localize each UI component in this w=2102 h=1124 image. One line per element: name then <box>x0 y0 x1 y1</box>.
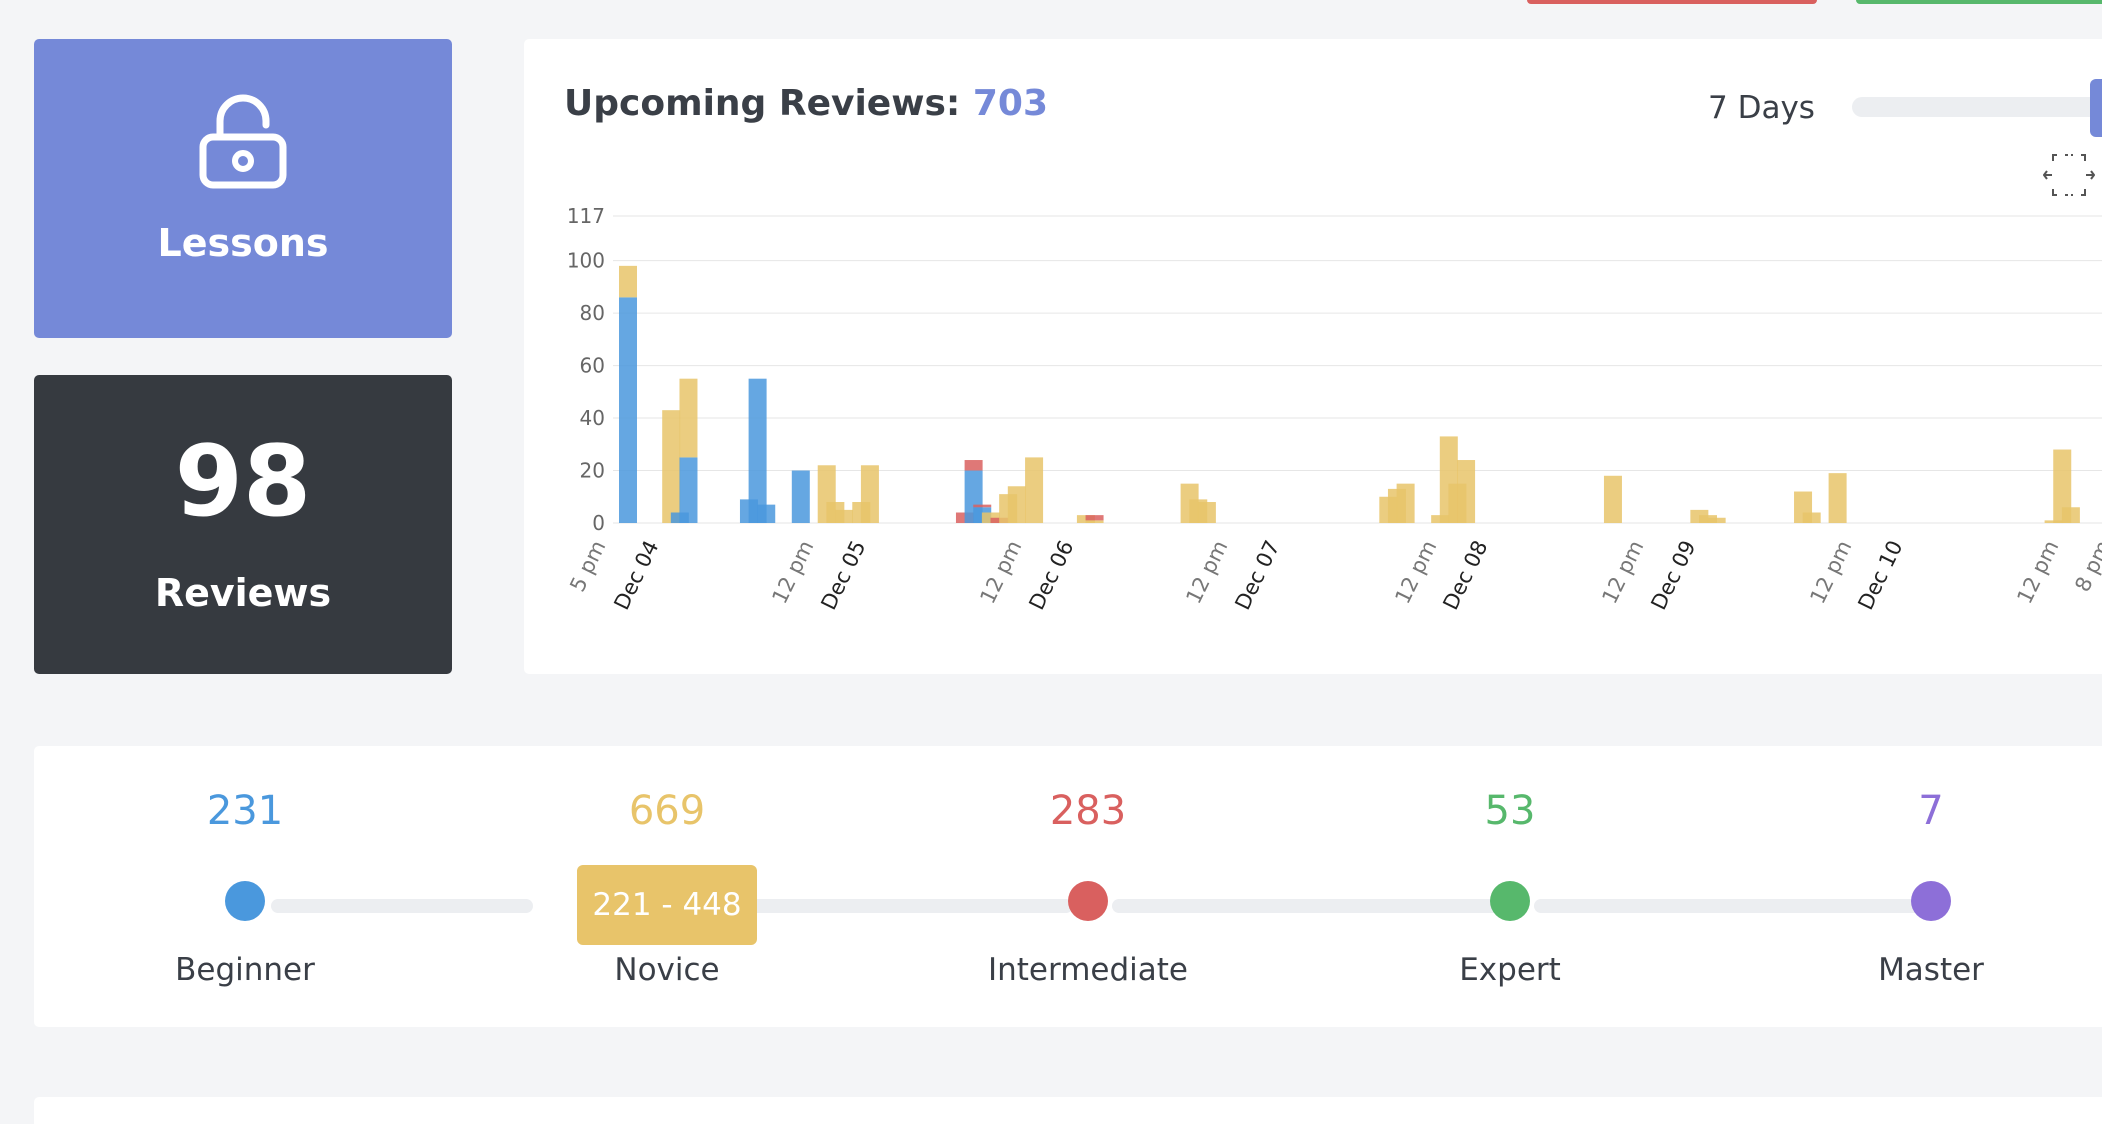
level-count: 53 <box>1484 788 1536 834</box>
range-slider-track[interactable] <box>1852 97 2102 117</box>
lessons-card[interactable]: Lessons <box>34 39 452 338</box>
level-name: Beginner <box>175 952 315 988</box>
bar-novice <box>679 378 698 458</box>
bar-novice <box>1396 483 1415 523</box>
level-name: Master <box>1878 952 1984 988</box>
level-name: Novice <box>614 952 720 988</box>
track-intermediate-expert <box>1112 899 1516 913</box>
level-count: 7 <box>1918 788 1944 834</box>
upcoming-reviews-label: Upcoming Reviews: <box>564 83 961 124</box>
bar-beginner <box>679 457 698 523</box>
level-count: 669 <box>628 788 706 834</box>
bar-intermediate <box>973 504 992 508</box>
bar-beginner <box>791 470 810 523</box>
reviews-count: 98 <box>174 425 312 539</box>
level-count: 283 <box>1049 788 1127 834</box>
y-tick-label: 100 <box>567 249 605 273</box>
top-red-bar <box>1527 0 1817 4</box>
bar-novice <box>860 465 879 523</box>
bar-novice <box>835 509 853 523</box>
bar-intermediate <box>1085 515 1104 521</box>
reviews-label: Reviews <box>154 571 332 615</box>
level-name: Intermediate <box>987 952 1188 988</box>
x-tick-label: 12 pm <box>975 537 1026 608</box>
bar-novice <box>2061 507 2080 523</box>
lessons-label: Lessons <box>157 221 329 265</box>
bar-novice <box>1457 460 1476 523</box>
x-tick-label: Dec 10 <box>1853 537 1907 614</box>
bar-novice <box>662 410 681 523</box>
y-tick-label: 60 <box>580 354 605 378</box>
bar-novice <box>1197 502 1216 523</box>
srs-levels-card: 231 Beginner 669 Novice 221 - 448 283 In… <box>34 746 2102 1027</box>
upcoming-reviews-card: Upcoming Reviews: 703 7 Days 117 100 80 60 4… <box>524 39 2102 674</box>
y-tick-label: 40 <box>580 406 605 430</box>
y-tick-label: 117 <box>567 204 605 228</box>
bar-novice <box>1828 473 1847 523</box>
range-slider-thumb[interactable] <box>2090 79 2102 137</box>
top-green-bar <box>1856 0 2102 4</box>
bar-novice <box>1007 486 1026 523</box>
reviews-card[interactable]: 98 Reviews <box>34 375 452 674</box>
level-count: 231 <box>206 788 284 834</box>
novice-range-badge: 221 - 448 <box>577 865 757 945</box>
track-novice-intermediate <box>730 899 1073 913</box>
x-tick-label: 5 pm <box>565 537 610 596</box>
x-tick-label: 12 pm <box>2012 537 2063 608</box>
x-tick-label: 12 pm <box>1181 537 1232 608</box>
bar-novice <box>2053 449 2072 523</box>
track-beginner-novice <box>271 899 533 913</box>
x-tick-label: Dec 09 <box>1646 537 1700 614</box>
x-tick-label: 12 pm <box>1805 537 1856 608</box>
bar-novice <box>1085 520 1104 523</box>
bar-beginner <box>748 378 767 523</box>
x-tick-label: Dec 06 <box>1024 537 1078 614</box>
bar-beginner <box>757 504 776 523</box>
bar-beginner <box>619 297 637 523</box>
bar-novice <box>619 265 637 298</box>
y-tick-label: 80 <box>580 301 605 325</box>
level-dot <box>1911 881 1951 921</box>
x-tick-label: 8 pm <box>2070 537 2102 596</box>
bar-novice <box>1025 457 1044 523</box>
expand-icon[interactable] <box>2042 151 2096 203</box>
bar-intermediate <box>964 460 983 471</box>
x-tick-label: Dec 07 <box>1230 537 1284 614</box>
x-tick-label: Dec 08 <box>1438 537 1492 614</box>
level-dot <box>1490 881 1530 921</box>
level-dot <box>225 881 265 921</box>
x-tick-label: Dec 05 <box>816 537 870 614</box>
level-name: Expert <box>1459 952 1561 988</box>
upcoming-reviews-title: Upcoming Reviews: 703 <box>564 83 1048 124</box>
x-tick-label: 12 pm <box>1390 537 1441 608</box>
x-tick-label: 12 pm <box>767 537 818 608</box>
bar-novice <box>1603 475 1622 523</box>
upcoming-reviews-count: 703 <box>972 83 1049 124</box>
track-expert-master <box>1534 899 1936 913</box>
y-tick-label: 0 <box>592 511 605 535</box>
y-tick-label: 20 <box>580 459 605 483</box>
level-dot <box>1068 881 1108 921</box>
next-card <box>34 1097 2102 1124</box>
x-tick-label: Dec 04 <box>609 537 663 614</box>
range-label: 7 Days <box>1708 90 1815 126</box>
unlock-icon <box>198 93 288 193</box>
bar-novice <box>1802 512 1821 523</box>
x-tick-label: 12 pm <box>1597 537 1648 608</box>
bar-novice <box>1707 517 1726 523</box>
